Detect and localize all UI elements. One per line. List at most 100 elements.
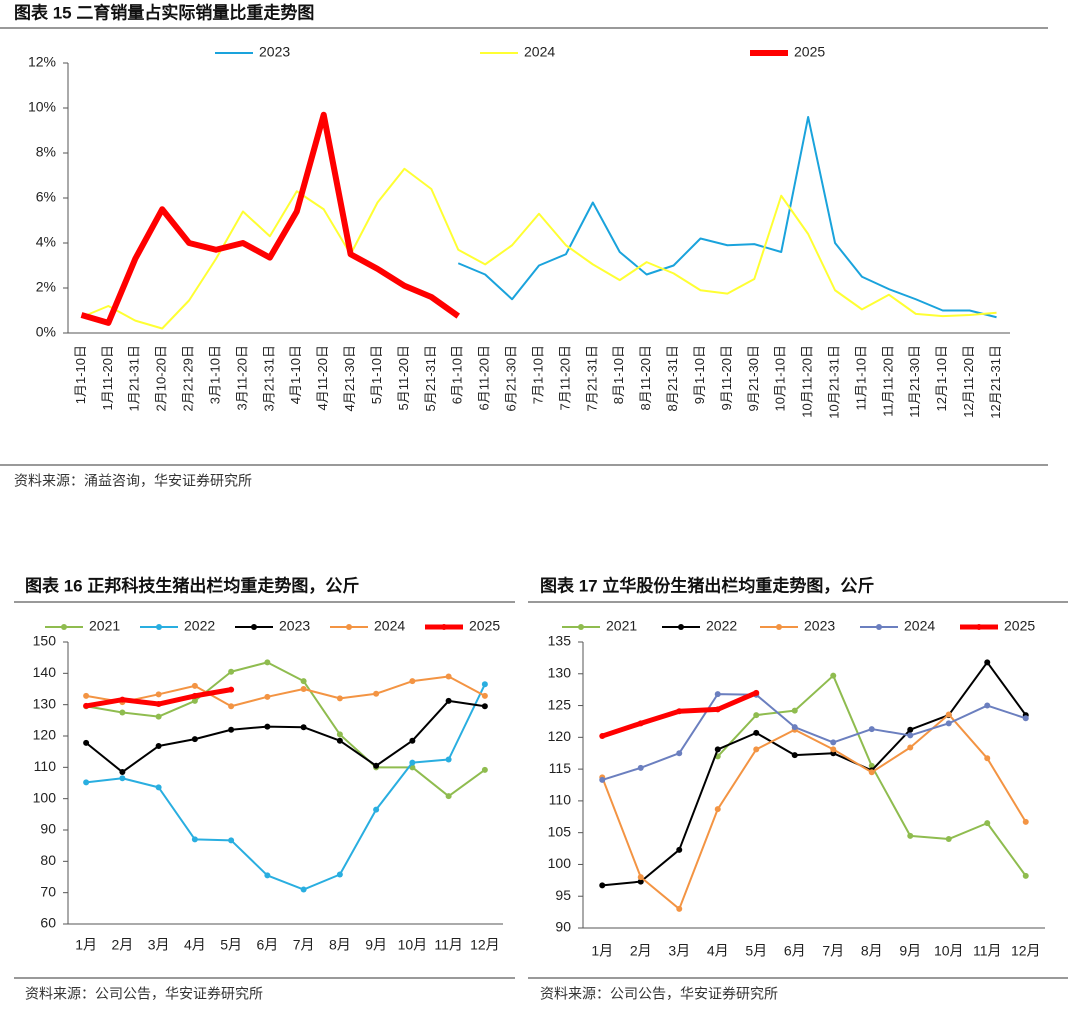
point [907,726,914,733]
legend-label: 2021 [606,618,637,634]
y-tick-label: 8% [36,144,56,160]
x-tick-label: 5月11-20日 [396,345,411,411]
x-tick-group: 7月1-10日 [530,345,545,404]
y-tick-label: 110 [549,792,572,808]
point [155,784,162,791]
x-tick-group: 4月11-20日 [315,345,330,411]
point [409,759,416,766]
point [264,872,271,879]
series-line [601,693,1027,781]
point [300,886,307,893]
x-tick-group: 1月11-20日 [100,345,115,411]
point [714,706,721,713]
legend-label: 2025 [794,44,825,60]
point [445,756,452,763]
y-tick-label: 2% [36,279,56,295]
chart-title: 图表 15 二育销量占实际销量比重走势图 [14,2,314,22]
y-tick-label: 0% [36,324,56,340]
legend-label: 2023 [279,618,310,634]
x-tick-label: 5月1-10日 [369,345,384,404]
point [83,739,90,746]
x-tick-label: 6月 [256,937,278,953]
x-tick-label: 12月1-10日 [934,345,949,411]
x-tick-group: 9月11-20日 [719,345,734,411]
x-tick-label: 9月21-30日 [746,345,761,411]
x-tick-label: 10月11-20日 [800,345,815,418]
x-tick-label: 9月1-10日 [692,345,707,404]
point [830,739,837,746]
point [191,697,198,704]
x-tick-label: 9月11-20日 [719,345,734,411]
point [373,762,380,769]
x-tick-label: 10月1-10日 [773,345,788,411]
x-tick-label: 10月 [398,937,428,953]
source-note: 资料来源：公司公告，华安证券研究所 [25,986,263,1002]
y-tick-label: 4% [36,234,56,250]
point [753,712,760,719]
x-tick-label: 4月 [707,943,729,959]
point [907,732,914,739]
x-tick-label: 8月1-10日 [611,345,626,404]
x-tick-group: 7月11-20日 [557,345,572,411]
x-tick-label: 7月 [822,943,844,959]
point [907,832,914,839]
x-tick-label: 7月11-20日 [557,345,572,411]
chart-title: 图表 16 正邦科技生猪出栏均重走势图，公斤 [25,575,359,595]
legend-marker [678,624,684,630]
point [300,724,307,731]
x-tick-group: 9月1-10日 [692,345,707,404]
y-tick-label: 60 [40,915,56,931]
x-tick-label: 2月10-20日 [154,345,169,411]
y-tick-label: 110 [34,758,57,774]
chart-title: 图表 17 立华股份生猪出栏均重走势图，公斤 [540,575,874,595]
x-tick-label: 4月 [184,937,206,953]
point [1022,818,1029,825]
x-tick-group: 3月11-20日 [234,345,249,411]
point [83,692,90,699]
x-tick-label: 6月 [784,943,806,959]
x-tick-label: 11月 [973,943,1002,959]
x-tick-label: 11月1-10日 [853,345,868,411]
x-tick-group: 5月1-10日 [369,345,384,404]
point [264,659,271,666]
point [714,746,721,753]
x-tick-group: 11月11-20日 [880,345,895,417]
x-tick-label: 10月21-31日 [826,345,841,419]
point [984,755,991,762]
y-tick-label: 70 [40,883,56,899]
x-tick-group: 8月11-20日 [638,345,653,411]
point [445,793,452,800]
legend-marker [776,624,782,630]
series-line [601,713,1027,910]
point [868,726,875,733]
x-tick-group: 5月11-20日 [396,345,411,411]
point [714,806,721,813]
point [373,690,380,697]
x-tick-group: 2月10-20日 [154,345,169,411]
y-tick-label: 125 [548,696,572,712]
x-tick-label: 8月 [861,943,883,959]
x-tick-group: 10月21-31日 [826,345,841,419]
point [228,668,235,675]
y-tick-label: 120 [33,727,57,743]
legend-marker [346,624,352,630]
x-tick-label: 3月11-20日 [234,345,249,411]
y-tick-label: 90 [40,821,56,837]
legend-label: 2025 [469,618,500,634]
point [409,678,416,685]
point [119,709,126,716]
x-tick-group: 1月1-10日 [73,345,88,404]
x-tick-group: 9月21-30日 [746,345,761,411]
x-tick-group: 12月21-31日 [988,345,1003,419]
point [830,672,837,679]
x-tick-label: 4月1-10日 [288,345,303,404]
point [119,696,126,703]
series-line [81,167,997,330]
point [191,836,198,843]
point [676,905,683,912]
x-tick-group: 5月21-31日 [423,345,438,411]
point [373,806,380,813]
y-tick-label: 130 [548,664,572,680]
point [445,673,452,680]
legend-label: 2021 [89,618,120,634]
